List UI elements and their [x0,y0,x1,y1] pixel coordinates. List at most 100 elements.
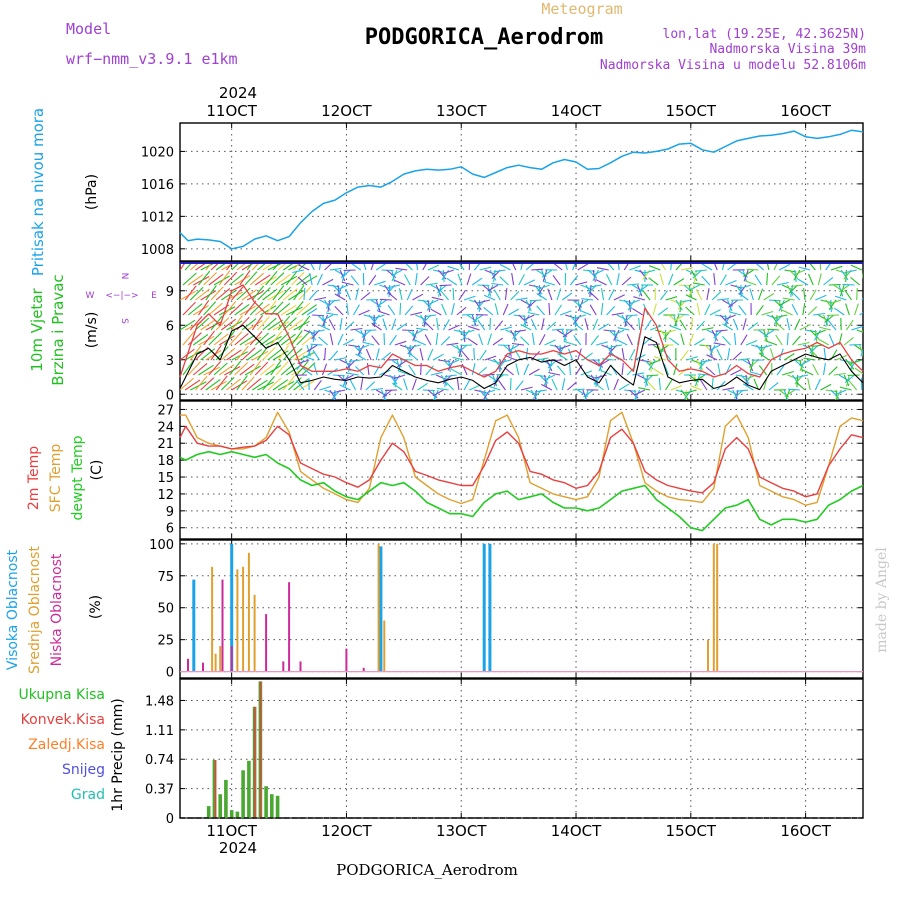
wind-barb [350,275,360,286]
wind-barb [215,317,230,331]
wind-barb [544,374,548,387]
y-axis-ticks: 1008101210161020036969121518212427025507… [141,145,174,827]
wind-barb [221,289,237,301]
wind-barb [768,382,779,391]
y-tick-label: 1020 [141,145,174,160]
wind-barb [556,365,566,376]
wind-barb [412,293,424,301]
wind-barb [525,389,538,396]
wind-barb [794,269,797,282]
wind-barb [391,382,403,391]
wind-barb [193,305,209,316]
wind-barb [301,304,317,316]
precip-grad-label: Grad [71,787,105,803]
wind-barb [508,344,515,357]
wind-barb [203,330,216,346]
wind-barb [275,361,289,376]
y-tick-label: 9 [166,285,174,300]
wind-barb [791,291,801,301]
wind-barb [339,384,351,391]
wind-barb [825,299,834,310]
wind-barb [391,318,397,331]
wind-barb [577,263,589,271]
wind-barb [589,291,599,301]
wind-barb [396,322,408,331]
wind-barb [267,290,284,301]
top-date-axis: 11OCT 12OCT 13OCT 14OCT 15OCT 16OCT [206,102,831,120]
wind-barb [215,262,229,271]
wind-barb [579,309,592,316]
wind-barb [362,262,367,271]
wind-barb [321,314,326,327]
wind-barb [673,363,678,376]
wind-barb [184,350,202,361]
wind-barb [697,373,710,376]
wind-barb [775,334,783,346]
wind-barb [798,266,811,271]
wind-barb [329,389,337,400]
wind-barb [427,299,439,306]
wind-barb [415,262,419,271]
wind-barb [182,301,196,316]
wind-barb [778,263,791,271]
y-tick-label: 0 [166,812,174,827]
wind-barb [435,333,439,346]
wind-barb [255,274,271,286]
wind-barb [601,358,614,361]
wind-barb [291,301,304,316]
wind-barb [205,378,221,391]
wind-barb [466,273,472,286]
bottom-date-axis: 11OCT 12OCT 13OCT 14OCT 15OCT 16OCT [206,822,831,840]
wind-barb [324,389,337,395]
wind-barb [193,333,209,346]
wind-barb [737,358,750,361]
wind-barb [200,348,216,361]
wind-barb [430,308,442,316]
wind-barb [365,348,372,361]
wind-barb [498,379,506,391]
wind-barb [626,333,633,346]
wind-barb [272,350,289,361]
wind-barb [198,270,211,286]
wind-barb [355,288,360,301]
wind-barb [218,364,235,376]
wind-barb [724,314,736,321]
wind-barb [246,348,263,361]
wind-barb [236,375,248,391]
wind-barb [391,269,403,277]
wind-barb [758,288,764,301]
wind-barb [293,378,309,391]
wind-barb [231,286,244,301]
wind-barb [860,348,863,357]
wind-barb [799,323,811,331]
wind-barb [277,345,290,361]
wind-barb [674,314,680,327]
wind-barb [652,368,664,376]
wind-barb [580,284,593,291]
wind-barb [361,329,372,339]
wind-barb [584,389,589,400]
wind-barb [346,303,349,316]
wind-barb [422,262,428,271]
wind-barb [685,269,698,276]
wind-barb [309,273,313,286]
wind-barb [229,273,244,286]
wind-barb [679,319,687,331]
wind-barb [275,302,291,316]
wind-barb [824,314,835,324]
wind-barb [834,295,847,301]
wind-barb [528,368,540,376]
wind-barb [547,288,553,301]
wind-barb [786,318,791,331]
bottom-date-tick: 15OCT [666,822,717,840]
wind-barb [613,294,625,301]
wind-barb [848,380,858,391]
wind-barb [192,362,208,376]
wind-barb [691,359,703,365]
y-tick-label: 21 [157,437,174,452]
wind-barb [208,361,222,376]
wind-barb [781,309,793,316]
wind-barb [180,319,196,331]
wind-barb [844,269,857,274]
wind-barb [785,389,791,400]
